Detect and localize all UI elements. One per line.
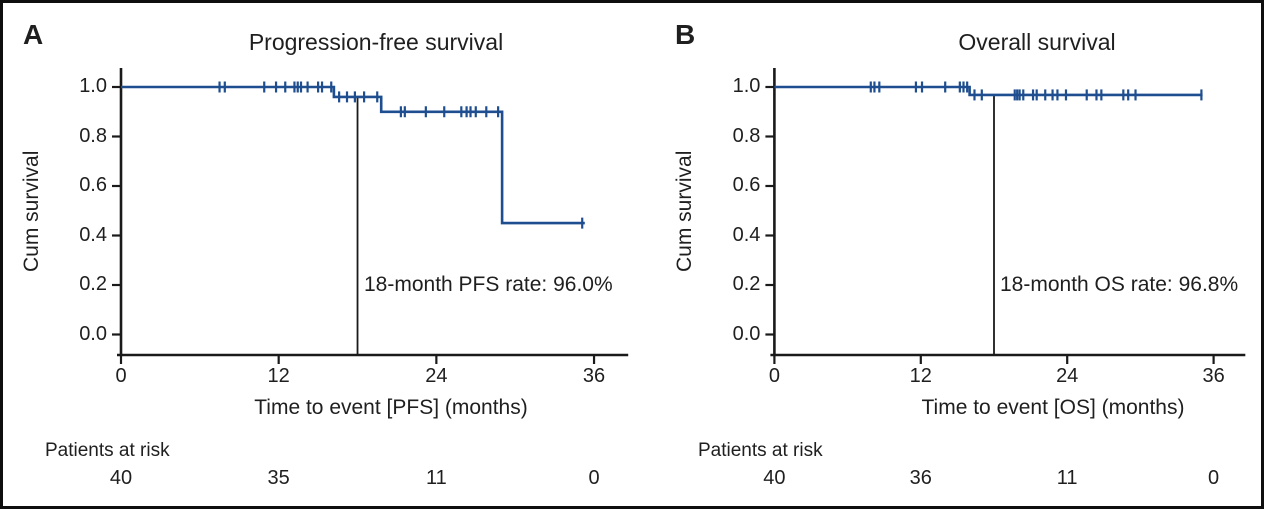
panel-a-risk-value: 0 xyxy=(588,467,600,489)
panel-b-x-tick-label: 24 xyxy=(1056,365,1079,387)
panel-a-x-tick-label: 12 xyxy=(267,365,290,387)
panel-b-risk-value: 0 xyxy=(1208,467,1220,489)
panel-a-risk-value: 35 xyxy=(267,467,290,489)
panel-b-risk-value: 11 xyxy=(1056,467,1078,489)
panel-b-rate-annotation: 18-month OS rate: 96.8% xyxy=(1000,273,1239,296)
panel-b-label: B xyxy=(675,19,696,50)
panel-a-y-tick-label: 0.4 xyxy=(79,223,107,246)
panel-a-x-tick-label: 36 xyxy=(582,365,606,387)
panel-b-x-tick-label: 36 xyxy=(1202,365,1225,387)
panel-b-y-tick-label: 0.4 xyxy=(732,223,761,246)
panel-b-y-tick-label: 0.0 xyxy=(732,322,761,345)
panel-b-title: Overall survival xyxy=(958,29,1116,55)
panel-b-patients-at-risk-label: Patients at risk xyxy=(698,440,823,461)
panel-a-rate-annotation: 18-month PFS rate: 96.0% xyxy=(364,273,613,296)
panel-a-y-tick-label: 0.2 xyxy=(79,273,107,295)
panel-a-y-tick-label: 1.0 xyxy=(79,75,107,97)
panel-a-patients-at-risk-label: Patients at risk xyxy=(45,440,170,461)
panel-a-y-tick-label: 0.0 xyxy=(79,322,107,345)
panel-b-y-tick-label: 0.6 xyxy=(732,174,761,196)
panel-b-risk-value: 40 xyxy=(763,467,786,489)
panel-b-x-tick-label: 12 xyxy=(909,365,932,387)
panel-b-y-tick-label: 0.8 xyxy=(732,124,761,147)
km-plot-canvas xyxy=(112,68,1246,364)
panel-b-survival-curve xyxy=(774,85,1203,97)
panel-b-x-axis-label: Time to event [OS] (months) xyxy=(921,396,1185,419)
panel-a-x-tick-label: 24 xyxy=(425,365,448,387)
panel-b-y-axis-label: Cum survival xyxy=(673,150,696,272)
panel-a-survival-curve xyxy=(121,85,585,225)
panel-a-risk-value: 40 xyxy=(109,467,133,489)
panel-b-x-tick-label: 0 xyxy=(768,365,780,387)
panel-a-y-tick-label: 0.8 xyxy=(79,124,107,147)
panel-b-risk-value: 36 xyxy=(909,467,932,489)
panel-a-label: A xyxy=(23,19,44,50)
panel-a-title: Progression-free survival xyxy=(248,29,504,55)
panel-b-y-tick-label: 0.2 xyxy=(732,273,761,295)
panel-a-risk-value: 11 xyxy=(425,467,447,489)
panel-a-y-axis-label: Cum survival xyxy=(20,150,43,272)
panel-a-y-tick-label: 0.6 xyxy=(79,174,107,196)
panel-a-x-tick-label: 0 xyxy=(115,365,127,387)
panel-b-y-tick-label: 1.0 xyxy=(732,75,761,97)
panel-a-x-axis-label: Time to event [PFS] (months) xyxy=(254,396,528,419)
